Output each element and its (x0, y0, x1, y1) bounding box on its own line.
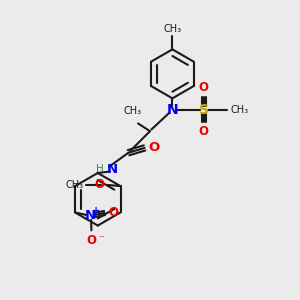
Text: +: + (92, 206, 100, 216)
Text: CH₃: CH₃ (231, 105, 249, 115)
Text: N: N (167, 103, 178, 117)
Text: CH₃: CH₃ (123, 106, 141, 116)
Text: ⁻: ⁻ (98, 234, 104, 244)
Text: CH₃: CH₃ (65, 180, 83, 190)
Text: N: N (107, 163, 118, 176)
Text: O: O (148, 141, 160, 154)
Text: H: H (96, 164, 104, 174)
Text: O: O (199, 125, 209, 138)
Text: O: O (86, 234, 96, 247)
Text: N: N (85, 209, 96, 223)
Text: O: O (108, 206, 118, 219)
Text: CH₃: CH₃ (163, 24, 182, 34)
Text: O: O (199, 81, 209, 94)
Text: O: O (94, 178, 104, 191)
Text: S: S (199, 103, 209, 117)
